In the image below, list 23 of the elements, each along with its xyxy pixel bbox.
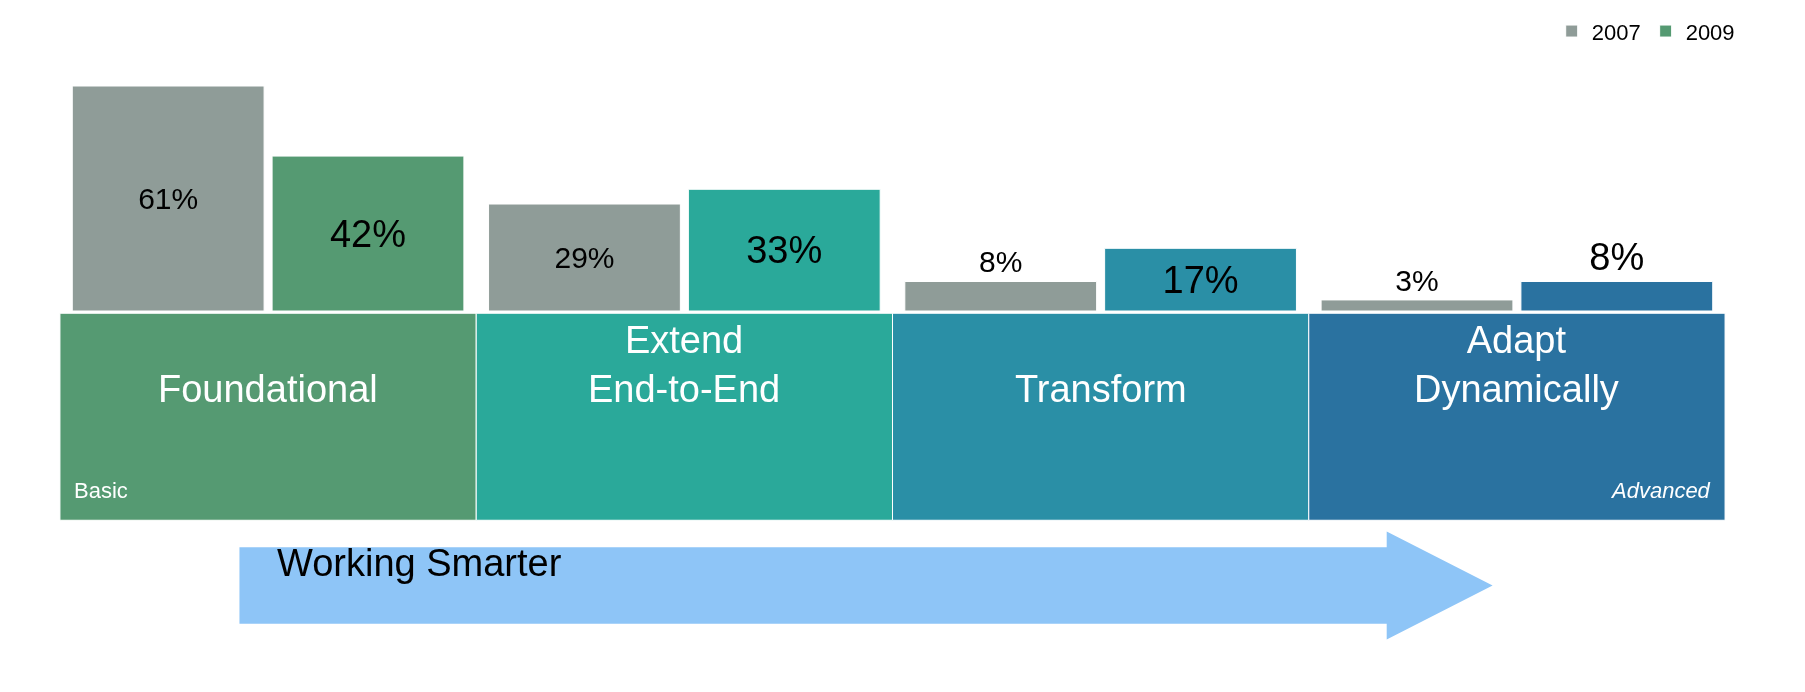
bar <box>687 188 881 311</box>
x-tick-label: Adapt Dynamically <box>1414 319 1619 411</box>
legend-label: 2007 <box>1591 19 1641 45</box>
text: Working Smarter <box>277 542 562 584</box>
data-label: 61% <box>138 182 199 215</box>
bar <box>1104 247 1297 311</box>
x-tick-label: Extend End-to-End <box>588 319 781 411</box>
data-label: 8% <box>979 245 1023 279</box>
x-tick-label: Transform <box>1015 368 1187 410</box>
bar <box>1520 280 1714 311</box>
legend-label: 2009 <box>1685 19 1735 45</box>
bar <box>904 280 1098 311</box>
data-label: 17% <box>1162 258 1239 301</box>
text: Advanced <box>1610 478 1711 503</box>
data-label: 3% <box>1395 263 1439 297</box>
bar <box>1320 299 1514 311</box>
x-tick-label: Foundational <box>158 368 378 410</box>
data-label: 42% <box>329 212 407 255</box>
data-label: 8% <box>1589 236 1645 279</box>
bar <box>488 203 681 311</box>
data-label: 29% <box>554 241 615 275</box>
text: Basic <box>74 478 128 503</box>
data-label: 33% <box>746 229 823 272</box>
